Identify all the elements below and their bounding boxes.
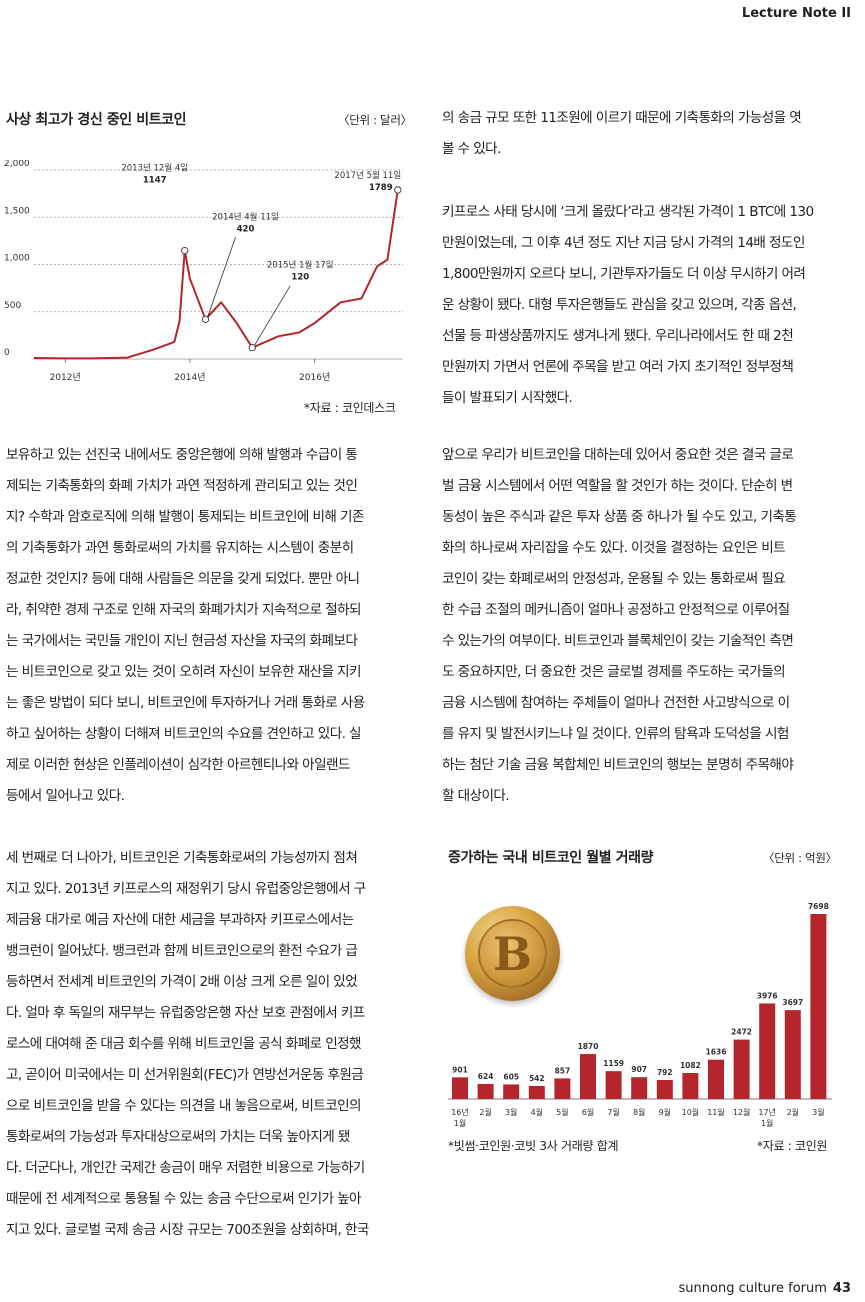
price-line bbox=[33, 189, 399, 360]
x-category-label: 16년 bbox=[451, 1107, 469, 1117]
bar-value-label: 542 bbox=[529, 1074, 545, 1083]
volume-bar bbox=[554, 1078, 571, 1099]
chart2-title: 증가하는 국내 비트코인 월별 거래량 bbox=[448, 850, 654, 866]
x-tick-label: 2016년 bbox=[299, 372, 330, 383]
chart1-source: *자료 : 코인데스크 bbox=[304, 401, 396, 415]
bar-value-label: 605 bbox=[503, 1072, 519, 1081]
annotation-value: 120 bbox=[291, 273, 309, 283]
body-paragraph-right-3: 앞으로 우리가 비트코인을 대하는데 있어서 중요한 것은 결국 글로 벌 금융… bbox=[442, 447, 797, 804]
annotation-value: 1789 bbox=[369, 183, 393, 193]
bar-value-label: 1636 bbox=[706, 1048, 727, 1057]
x-category-label: 17년 bbox=[758, 1107, 776, 1117]
body-paragraph-right-1: 의 송금 규모 또한 11조원에 이르기 때문에 기축통화의 가능성을 엿 볼 … bbox=[442, 110, 802, 157]
volume-bar bbox=[528, 1085, 545, 1099]
y-tick-label: 500 bbox=[4, 301, 21, 311]
footer: sunnong culture forum 43 bbox=[679, 1281, 851, 1296]
y-tick-label: 1,500 bbox=[4, 206, 30, 216]
annotation-leader bbox=[207, 237, 236, 318]
chart1-unit: 〈단위 : 달러〉 bbox=[338, 113, 412, 127]
x-category-label: 11월 bbox=[707, 1107, 725, 1117]
annotation-leader bbox=[253, 285, 291, 346]
x-category-label: 7월 bbox=[607, 1107, 619, 1117]
volume-bar bbox=[503, 1084, 520, 1099]
annotation-date: 2013년 12월 4일 bbox=[121, 163, 188, 174]
x-category-label: 10월 bbox=[682, 1107, 700, 1117]
bar-value-label: 624 bbox=[478, 1072, 494, 1081]
volume-bar bbox=[580, 1054, 596, 1099]
chart2-source: *자료 : 코인원 bbox=[757, 1139, 828, 1153]
bar-value-label: 1082 bbox=[680, 1061, 701, 1070]
x-category-label: 5월 bbox=[556, 1107, 568, 1117]
bar-value-label: 7698 bbox=[808, 902, 829, 911]
volume-bar bbox=[631, 1077, 648, 1099]
volume-bar bbox=[733, 1039, 750, 1099]
annotation-value: 1147 bbox=[143, 176, 167, 186]
header-title: Lecture Note II bbox=[741, 6, 851, 21]
x-category-label: 2월 bbox=[787, 1107, 799, 1117]
monthly-volume-chart: 90116년1월6242월6053월5424월8575월18706월11597월… bbox=[448, 902, 832, 1128]
bar-value-label: 907 bbox=[631, 1065, 647, 1074]
bar-value-label: 1159 bbox=[603, 1059, 624, 1068]
volume-bar bbox=[708, 1059, 724, 1099]
x-category-label: 12월 bbox=[733, 1107, 751, 1117]
y-tick-label: 1,000 bbox=[4, 254, 30, 264]
x-category-label: 1월 bbox=[761, 1118, 773, 1128]
page-number: 43 bbox=[832, 1281, 851, 1296]
annotation-marker bbox=[248, 344, 256, 352]
volume-bar bbox=[452, 1077, 468, 1099]
x-category-label: 4월 bbox=[531, 1107, 543, 1117]
annotation-marker bbox=[201, 315, 210, 323]
bar-value-label: 901 bbox=[452, 1065, 468, 1074]
x-category-label: 8월 bbox=[633, 1107, 645, 1117]
annotation-marker bbox=[394, 186, 402, 194]
volume-bar bbox=[784, 1010, 801, 1099]
bar-value-label: 792 bbox=[657, 1068, 673, 1077]
chart1-title: 사상 최고가 경신 중인 비트코인 bbox=[6, 112, 187, 128]
bar-value-label: 1870 bbox=[578, 1042, 599, 1051]
chart2-unit: 〈단위 : 억원〉 bbox=[763, 851, 837, 865]
annotation-date: 2017년 5월 11일 bbox=[334, 170, 401, 181]
x-tick-label: 2014년 bbox=[174, 372, 205, 383]
annotation-date: 2014년 4월 11일 bbox=[212, 211, 279, 222]
body-paragraph-right-2: 키프로스 사태 당시에 ‘크게 올랐다’라고 생각된 가격이 1 BTC에 13… bbox=[442, 204, 814, 406]
annotation-marker bbox=[181, 246, 189, 255]
annotation-value: 420 bbox=[237, 224, 255, 234]
volume-bar bbox=[759, 1003, 776, 1099]
bitcoin-coin-icon: B bbox=[465, 906, 560, 1001]
y-tick-label: 2,000 bbox=[4, 160, 30, 169]
x-category-label: 1월 bbox=[454, 1118, 466, 1128]
x-category-label: 9월 bbox=[659, 1107, 671, 1117]
bitcoin-price-chart: 2,000 1,500 1,000 500 0 2012년 2014년 2016년 2013년 … bbox=[4, 160, 403, 383]
body-paragraph-left-1: 보유하고 있는 선진국 내에서도 중앙은행에 의해 발행과 수급이 통 제되는 … bbox=[6, 447, 365, 804]
volume-bar bbox=[477, 1084, 494, 1099]
volume-bar bbox=[605, 1071, 622, 1099]
x-category-label: 3월 bbox=[812, 1107, 824, 1117]
bar-value-label: 857 bbox=[555, 1066, 571, 1075]
bar-value-label: 3976 bbox=[757, 991, 778, 1000]
bar-value-label: 2472 bbox=[731, 1028, 752, 1037]
bar-value-label: 3697 bbox=[782, 998, 803, 1007]
footer-brand: sunnong culture forum bbox=[678, 1281, 827, 1296]
chart2-note: *빗썸·코인원·코빗 3사 거래량 합계 bbox=[448, 1139, 619, 1153]
volume-bar bbox=[682, 1072, 699, 1099]
volume-bar bbox=[656, 1079, 673, 1099]
body-paragraph-left-2: 세 번째로 더 나아가, 비트코인은 기축통화로써의 가능성까지 점쳐 지고 있… bbox=[6, 850, 369, 1238]
annotation-date: 2015년 1월 17일 bbox=[267, 260, 334, 271]
x-category-label: 3월 bbox=[505, 1107, 517, 1117]
x-category-label: 6월 bbox=[582, 1107, 594, 1117]
x-category-label: 2월 bbox=[479, 1107, 491, 1117]
y-tick-label: 0 bbox=[4, 348, 10, 358]
x-tick-label: 2012년 bbox=[50, 372, 81, 383]
volume-bar bbox=[810, 914, 827, 1099]
